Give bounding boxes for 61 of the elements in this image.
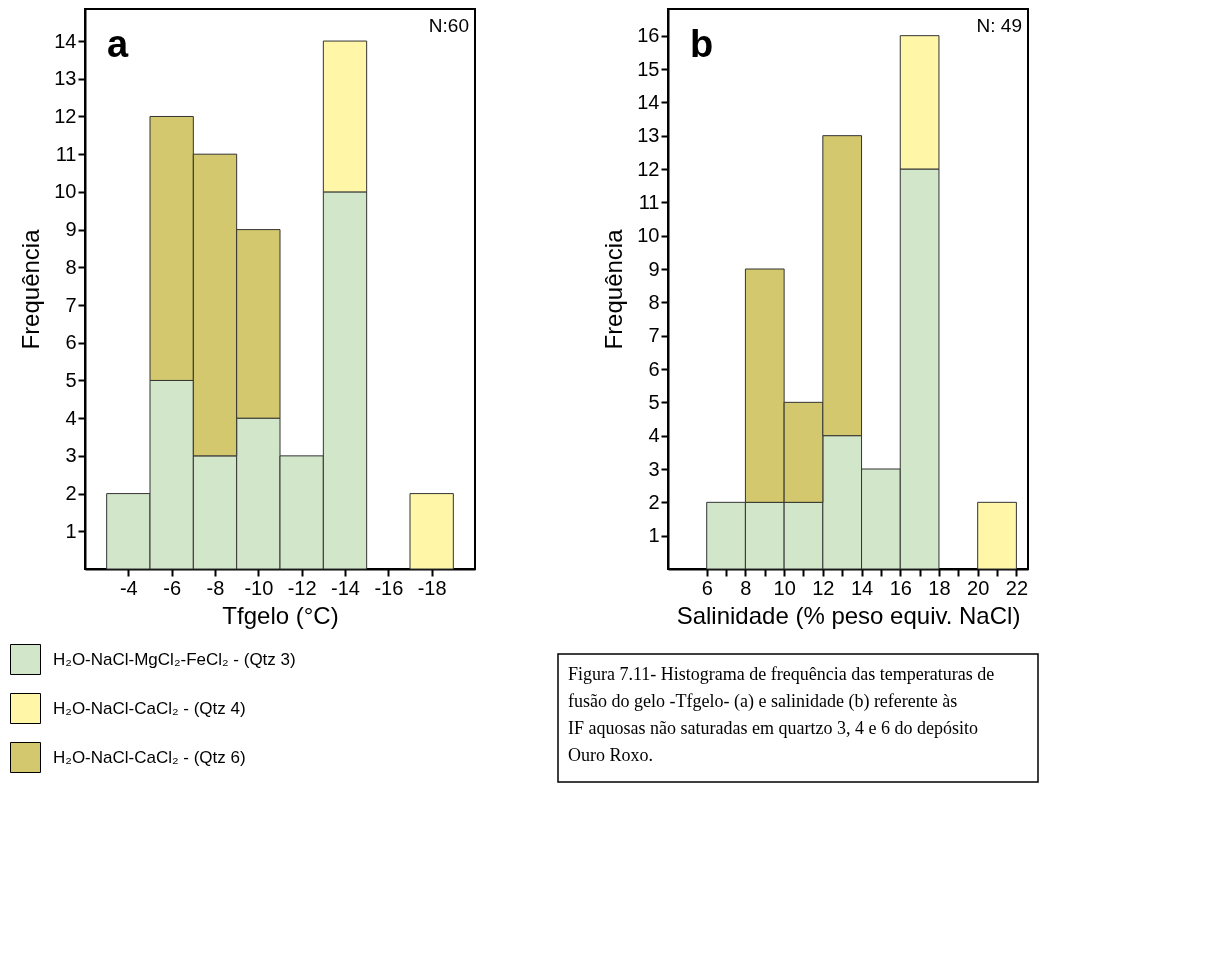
annotation: b [690,23,714,65]
y-tick-label: 16 [637,24,660,47]
y-tick-label: 13 [54,67,77,90]
y-tick-label: 11 [638,190,660,213]
x-tick-label: 12 [812,576,835,599]
annotation: N:60 [428,15,469,36]
y-tick-label: 12 [54,104,77,127]
annotation: N: 49 [976,15,1022,36]
y-tick-label: 3 [65,444,77,467]
annotation: a [107,23,129,65]
y-tick-label: 8 [65,255,77,278]
y-tick-label: 2 [648,490,660,513]
x-tick-label: -6 [163,576,182,599]
y-tick-label: 7 [65,293,77,316]
x-axis-title: Tfgelo (°C) [222,601,339,629]
x-tick-label: -8 [206,576,225,599]
legend-label: H₂O-NaCl-CaCl₂ - (Qtz 6) [53,747,246,767]
y-tick-label: 1 [648,524,660,547]
y-tick-label: 10 [637,224,660,247]
x-tick-label: 14 [850,576,874,599]
x-tick-label: -14 [331,576,360,599]
y-axis-title: Frequência [17,228,45,350]
y-tick-label: 9 [648,257,660,280]
y-tick-label: 12 [637,157,660,180]
y-tick-label: 10 [54,180,77,203]
x-tick-label: 18 [928,576,951,599]
legend-label: H₂O-NaCl-MgCl₂-FeCl₂ - (Qtz 3) [53,649,296,669]
y-tick-label: 5 [65,368,77,391]
y-tick-label: 1 [65,519,77,542]
y-tick-label: 15 [637,57,660,80]
y-axis-title: Frequência [600,228,628,350]
legend-label: H₂O-NaCl-CaCl₂ - (Qtz 4) [53,698,246,718]
y-tick-label: 9 [65,218,77,241]
text: Figura 7.11- Histograma de frequência das temperaturas de fusão do gelo -Tfgelo- (a) e salinidade (b) referente às IF aquosas não saturadas em quartzo 3, 4 e 6 do depósito Ouro Roxo. [568,664,995,765]
y-tick-label: 4 [648,424,660,447]
x-tick-label: 22 [1005,576,1029,599]
x-tick-label: 10 [773,576,796,599]
x-tick-label: -18 [417,576,447,599]
y-tick-label: 8 [648,290,660,313]
x-tick-label: 8 [740,576,752,599]
x-tick-label: 16 [889,576,912,599]
y-tick-label: 7 [648,324,660,347]
x-tick-label: 6 [701,576,713,599]
x-tick-label: -12 [287,576,317,599]
y-tick-label: 6 [65,331,77,354]
y-tick-label: 3 [648,457,660,480]
y-tick-label: 5 [648,390,660,413]
y-tick-label: 14 [54,29,77,52]
bar [977,501,1017,570]
y-tick-label: 4 [65,406,77,429]
y-tick-label: 6 [648,357,660,380]
x-tick-label: 20 [967,576,990,599]
x-tick-label: -10 [244,576,274,599]
x-tick-label: -4 [119,576,138,599]
x-axis-title: Salinidade (% peso equiv. NaCl) [676,601,1021,629]
y-tick-label: 13 [637,124,660,147]
y-tick-label: 14 [637,90,660,113]
y-tick-label: 11 [55,142,77,165]
x-tick-label: -16 [374,576,404,599]
bar [409,493,454,570]
y-tick-label: 2 [65,482,77,505]
